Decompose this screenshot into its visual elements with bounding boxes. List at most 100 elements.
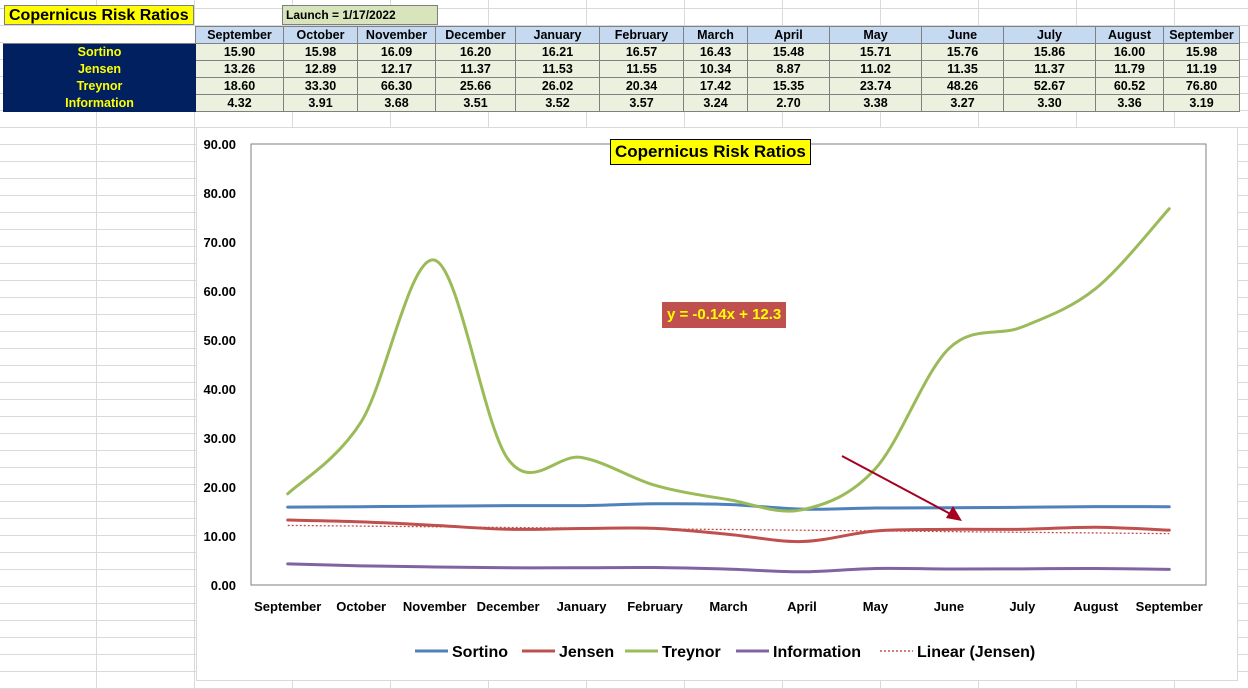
y-tick-label: 10.00: [203, 529, 236, 544]
data-point-information: [580, 566, 584, 570]
table-cell[interactable]: 17.42: [683, 77, 748, 95]
annotation-arrowhead: [946, 506, 962, 521]
column-header[interactable]: February: [599, 26, 684, 44]
table-cell[interactable]: 20.34: [599, 77, 684, 95]
table-cell[interactable]: 3.52: [515, 94, 600, 112]
table-cell[interactable]: 15.86: [1003, 43, 1096, 61]
table-cell[interactable]: 3.19: [1163, 94, 1240, 112]
row-label[interactable]: Information: [3, 94, 196, 112]
table-header-row: September October November December Janu…: [3, 26, 1240, 44]
table-cell[interactable]: 11.02: [829, 60, 922, 78]
table-cell[interactable]: 66.30: [357, 77, 436, 95]
chart-title[interactable]: Copernicus Risk Ratios: [610, 139, 811, 165]
table-cell[interactable]: 3.24: [683, 94, 748, 112]
row-label[interactable]: Treynor: [3, 77, 196, 95]
table-cell[interactable]: 3.51: [435, 94, 516, 112]
x-tick-label: July: [1009, 599, 1036, 614]
table-cell[interactable]: 33.30: [283, 77, 358, 95]
data-point-jensen: [433, 523, 437, 527]
table-row: Information 4.32 3.91 3.68 3.51 3.52 3.5…: [3, 94, 1240, 112]
column-header[interactable]: March: [683, 26, 748, 44]
table-cell[interactable]: 3.36: [1095, 94, 1164, 112]
x-tick-label: September: [1136, 599, 1203, 614]
table-cell[interactable]: 3.91: [283, 94, 358, 112]
data-point-treynor: [727, 498, 731, 502]
sheet-title-cell[interactable]: Copernicus Risk Ratios: [4, 5, 194, 25]
column-header[interactable]: November: [357, 26, 436, 44]
y-tick-label: 40.00: [203, 382, 236, 397]
table-cell[interactable]: 2.70: [747, 94, 830, 112]
x-tick-label: June: [934, 599, 964, 614]
table-cell[interactable]: 16.09: [357, 43, 436, 61]
table-cell[interactable]: 3.38: [829, 94, 922, 112]
data-point-jensen: [580, 527, 584, 531]
table-cell[interactable]: 12.89: [283, 60, 358, 78]
table-cell[interactable]: 16.20: [435, 43, 516, 61]
table-cell[interactable]: 11.37: [435, 60, 516, 78]
x-tick-label: March: [709, 599, 747, 614]
table-cell[interactable]: 11.79: [1095, 60, 1164, 78]
data-point-information: [653, 566, 657, 570]
table-cell[interactable]: 23.74: [829, 77, 922, 95]
table-cell[interactable]: 12.17: [357, 60, 436, 78]
data-point-information: [286, 562, 290, 566]
x-tick-label: December: [477, 599, 540, 614]
row-label[interactable]: Sortino: [3, 43, 196, 61]
legend-label: Information: [773, 644, 861, 661]
data-point-jensen: [800, 540, 804, 544]
table-cell[interactable]: 52.67: [1003, 77, 1096, 95]
launch-date-cell[interactable]: Launch = 1/17/2022: [282, 5, 438, 25]
trendline-equation-label[interactable]: y = -0.14x + 12.3: [662, 302, 787, 328]
x-tick-label: August: [1073, 599, 1118, 614]
legend-label: Treynor: [662, 644, 721, 661]
table-cell[interactable]: 3.57: [599, 94, 684, 112]
data-point-jensen: [873, 529, 877, 533]
data-point-jensen: [1020, 527, 1024, 531]
corner-cell[interactable]: [3, 26, 196, 44]
data-point-treynor: [800, 508, 804, 512]
data-point-sortino: [359, 505, 363, 509]
table-cell[interactable]: 8.87: [747, 60, 830, 78]
data-point-information: [727, 567, 731, 571]
data-point-jensen: [947, 527, 951, 531]
x-tick-label: November: [403, 599, 467, 614]
data-point-treynor: [653, 483, 657, 487]
data-point-jensen: [359, 520, 363, 524]
data-point-information: [947, 567, 951, 571]
table-cell[interactable]: 4.32: [195, 94, 284, 112]
data-point-jensen: [727, 532, 731, 536]
table-cell[interactable]: 3.68: [357, 94, 436, 112]
table-cell[interactable]: 18.60: [195, 77, 284, 95]
x-tick-label: October: [336, 599, 386, 614]
x-tick-label: September: [254, 599, 321, 614]
table-cell[interactable]: 16.57: [599, 43, 684, 61]
data-point-information: [800, 570, 804, 574]
data-point-sortino: [433, 504, 437, 508]
series-line-jensen: [286, 518, 1171, 544]
column-header[interactable]: September: [195, 26, 284, 44]
data-point-jensen: [1094, 525, 1098, 529]
table-cell[interactable]: 15.35: [747, 77, 830, 95]
column-header[interactable]: October: [283, 26, 358, 44]
table-row: Treynor 18.60 33.30 66.30 25.66 26.02 20…: [3, 77, 1240, 95]
table-cell[interactable]: 3.30: [1003, 94, 1096, 112]
table-cell[interactable]: 16.21: [515, 43, 600, 61]
data-point-treynor: [947, 347, 951, 351]
data-point-information: [433, 565, 437, 569]
data-point-sortino: [947, 506, 951, 510]
table-cell[interactable]: 15.98: [1163, 43, 1240, 61]
column-header[interactable]: June: [921, 26, 1004, 44]
data-point-information: [506, 566, 510, 570]
column-header[interactable]: August: [1095, 26, 1164, 44]
table-cell[interactable]: 15.98: [283, 43, 358, 61]
data-point-treynor: [1020, 325, 1024, 329]
data-point-treynor: [286, 492, 290, 496]
y-tick-label: 20.00: [203, 480, 236, 495]
table-cell[interactable]: 15.71: [829, 43, 922, 61]
data-point-sortino: [580, 504, 584, 508]
data-point-information: [359, 564, 363, 568]
legend-label: Linear (Jensen): [917, 644, 1035, 661]
table-cell[interactable]: 10.34: [683, 60, 748, 78]
column-header[interactable]: December: [435, 26, 516, 44]
data-point-sortino: [873, 506, 877, 510]
